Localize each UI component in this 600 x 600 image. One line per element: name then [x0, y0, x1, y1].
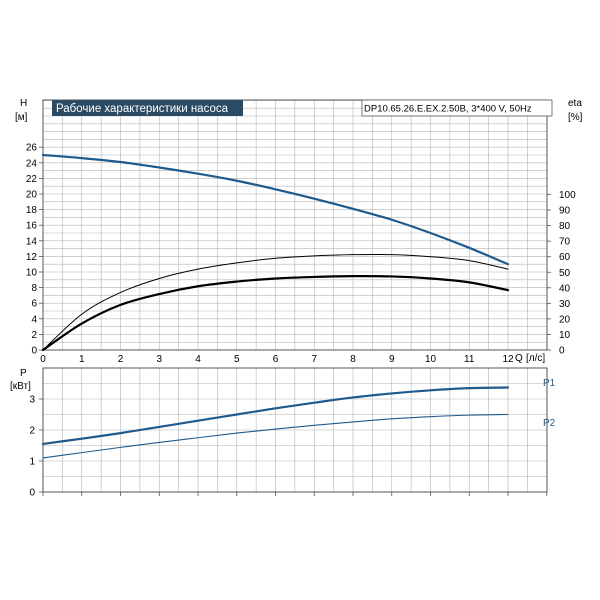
- head-tick-label: 18: [26, 205, 38, 216]
- flow-axis-label: Q: [515, 353, 523, 364]
- flow-tick-label: 0: [40, 354, 46, 365]
- efficiency-tick-label: 90: [559, 206, 571, 217]
- head-tick-label: 14: [26, 236, 38, 247]
- series-label-p1: P1: [543, 378, 556, 389]
- model-label: DP10.65.26.E.EX.2.50B, 3*400 V, 50Hz: [364, 104, 532, 115]
- chart-title: Рабочие характеристики насоса: [56, 103, 229, 115]
- efficiency-tick-label: 70: [559, 237, 571, 248]
- efficiency-tick-label: 50: [559, 268, 571, 279]
- flow-tick-label: 8: [350, 354, 356, 365]
- model-label-box: [361, 99, 553, 117]
- efficiency-tick-label: 0: [559, 346, 565, 357]
- power-curve-p2: [42, 413, 509, 459]
- head-tick-label: 12: [26, 252, 38, 263]
- head-tick-label: 10: [26, 268, 38, 279]
- head-tick-label: 6: [31, 299, 37, 310]
- flow-tick-label: 2: [118, 354, 124, 365]
- series-label-p2: P2: [543, 418, 556, 429]
- efficiency-tick-label: 20: [559, 314, 571, 325]
- power-axis-label: P: [20, 368, 27, 379]
- efficiency-axis-unit: [%]: [568, 112, 583, 123]
- power-tick-label: 0: [29, 488, 35, 499]
- head-tick-label: 4: [31, 314, 37, 325]
- head-axis-unit: [м]: [15, 112, 28, 123]
- efficiency-curve-upper: [42, 253, 509, 351]
- flow-tick-label: 11: [464, 354, 475, 365]
- power-curve-p1: [41, 386, 510, 446]
- chart-title-background: [52, 100, 243, 116]
- flow-tick-label: 7: [311, 354, 317, 365]
- flow-axis-unit: [л/с]: [526, 353, 545, 364]
- efficiency-curve-lower: [41, 274, 510, 352]
- power-axis-unit: [кВт]: [10, 381, 31, 392]
- head-tick-label: 26: [26, 143, 38, 154]
- efficiency-tick-label: 10: [559, 330, 571, 341]
- efficiency-tick-label: 30: [559, 299, 571, 310]
- head-axis-label: H: [20, 98, 27, 109]
- efficiency-tick-label: 60: [559, 252, 571, 263]
- head-tick-label: 0: [31, 346, 37, 357]
- efficiency-axis-label: eta: [568, 98, 582, 109]
- power-panel: 0 1 2 3: [29, 367, 548, 499]
- head-curve: [41, 153, 510, 266]
- head-efficiency-panel: 0246810121416182022242601020304050607080…: [26, 99, 576, 365]
- flow-tick-label: 4: [195, 354, 201, 365]
- flow-tick-label: 9: [389, 354, 395, 365]
- efficiency-tick-label: 40: [559, 283, 571, 294]
- power-tick-label: 3: [29, 395, 35, 406]
- efficiency-tick-label: 100: [559, 190, 576, 201]
- head-tick-label: 16: [26, 221, 38, 232]
- flow-tick-label: 10: [425, 354, 437, 365]
- flow-tick-label: 12: [502, 354, 514, 365]
- head-tick-label: 8: [31, 283, 37, 294]
- head-tick-label: 22: [26, 174, 38, 185]
- efficiency-tick-label: 80: [559, 221, 571, 232]
- flow-tick-label: 5: [234, 354, 240, 365]
- power-tick-label: 2: [29, 426, 35, 437]
- head-tick-label: 2: [31, 330, 37, 341]
- head-tick-label: 20: [26, 190, 38, 201]
- power-tick-label: 1: [29, 457, 35, 468]
- head-tick-label: 24: [26, 158, 38, 169]
- flow-tick-label: 3: [156, 354, 162, 365]
- flow-tick-label: 1: [79, 354, 85, 365]
- flow-tick-label: 6: [273, 354, 279, 365]
